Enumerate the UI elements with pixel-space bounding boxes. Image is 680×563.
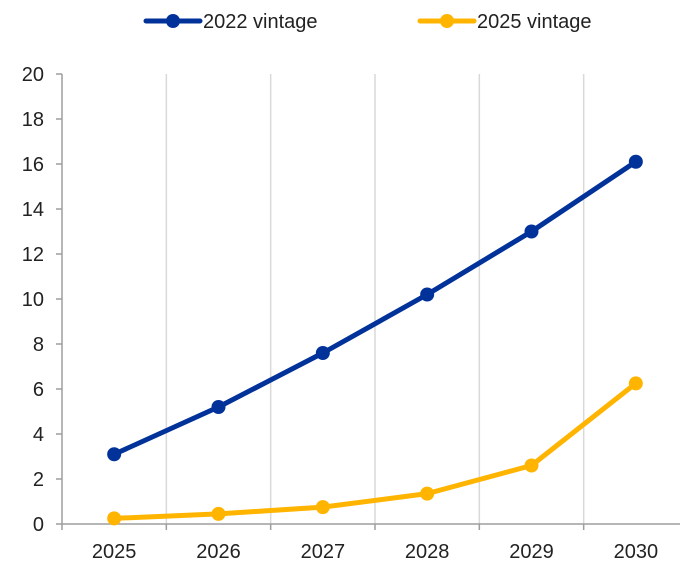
x-axis-tick-labels: 2025 2026 2027 2028 2029 2030 xyxy=(92,541,658,563)
series-2025-vintage xyxy=(107,376,643,526)
data-point-2025-vintage xyxy=(315,500,330,515)
data-point-2022-vintage xyxy=(524,224,539,239)
data-point-2025-vintage xyxy=(420,486,435,501)
data-point-2025-vintage xyxy=(107,511,122,526)
y-tick-label: 2 xyxy=(33,469,44,491)
data-point-2025-vintage xyxy=(524,458,539,473)
data-point-2022-vintage xyxy=(107,447,122,462)
y-axis-tick-labels: 0 2 4 6 8 10 12 14 16 18 20 xyxy=(22,64,44,536)
y-tick-label: 4 xyxy=(33,424,44,446)
data-point-2025-vintage xyxy=(628,376,643,391)
data-point-2025-vintage xyxy=(211,506,226,521)
legend-item-2022-vintage: 2022 vintage xyxy=(143,11,318,33)
series-layer xyxy=(107,154,643,526)
series-line-2022-vintage xyxy=(111,159,639,457)
data-point-2022-vintage xyxy=(315,346,330,360)
legend: 2022 vintage 2025 vintage xyxy=(143,11,592,33)
legend-marker-2025-vintage xyxy=(440,14,454,28)
y-tick-label: 6 xyxy=(33,379,44,401)
y-tick-label: 20 xyxy=(22,64,44,86)
axes xyxy=(56,73,680,530)
y-tick-label: 10 xyxy=(22,289,44,311)
gridlines xyxy=(165,74,585,524)
x-tick-label: 2026 xyxy=(196,541,241,563)
legend-marker-2022-vintage xyxy=(166,14,180,28)
y-tick-label: 18 xyxy=(22,109,44,131)
x-tick-label: 2028 xyxy=(405,541,450,563)
x-tick-label: 2027 xyxy=(301,541,346,563)
legend-label-2022-vintage: 2022 vintage xyxy=(203,11,318,33)
series-2022-vintage xyxy=(107,154,643,462)
legend-item-2025-vintage: 2025 vintage xyxy=(417,11,592,33)
y-tick-label: 14 xyxy=(22,199,44,221)
data-point-2022-vintage xyxy=(628,154,643,169)
y-tick-label: 0 xyxy=(33,514,44,536)
y-tick-label: 12 xyxy=(22,244,44,266)
legend-label-2025-vintage: 2025 vintage xyxy=(477,11,592,33)
x-tick-label: 2029 xyxy=(509,541,554,563)
y-tick-label: 16 xyxy=(22,154,44,176)
data-point-2022-vintage xyxy=(420,287,435,302)
y-tick-label: 8 xyxy=(33,334,44,356)
x-tick-label: 2025 xyxy=(92,541,137,563)
x-tick-label: 2030 xyxy=(614,541,659,563)
series-line-2025-vintage xyxy=(111,380,639,521)
data-point-2022-vintage xyxy=(211,400,226,414)
